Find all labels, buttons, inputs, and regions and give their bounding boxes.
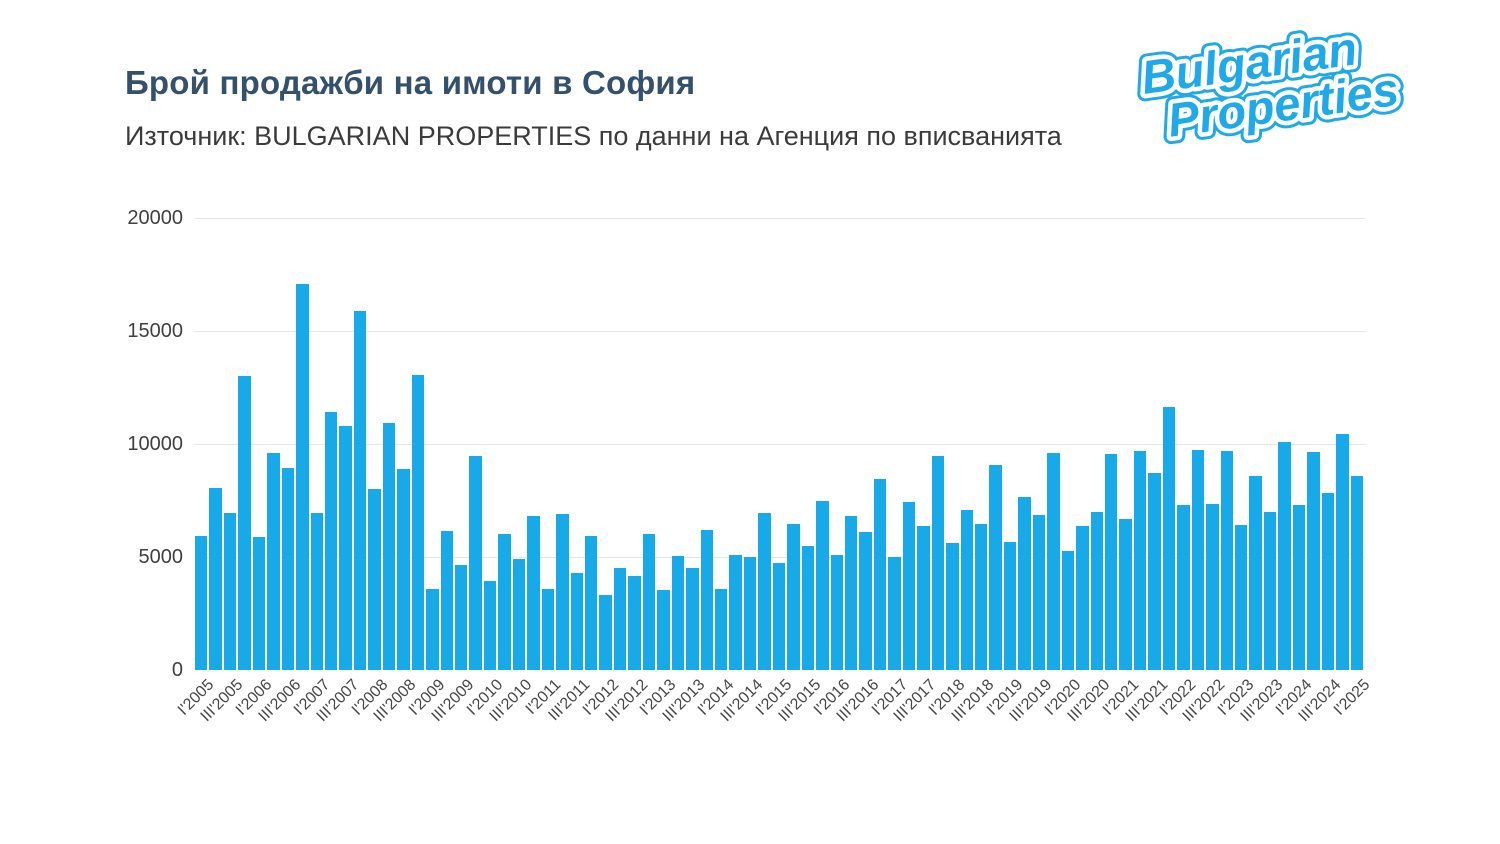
bar [599,595,612,670]
bar [339,425,352,670]
bar [642,534,656,670]
gridline [195,557,1365,558]
bar [498,534,511,670]
bar [1090,511,1103,670]
bar [238,376,251,670]
bar [455,564,468,670]
bar [397,468,410,670]
bar [917,526,930,670]
bar [888,557,901,670]
y-axis-tick-label: 20000 [127,207,183,229]
bar [975,524,988,670]
bar [989,465,1002,670]
bar [1307,451,1320,670]
bar [440,531,453,670]
gridline [195,331,1365,332]
y-axis-tick-label: 0 [171,659,183,681]
bar [310,512,323,670]
bar [223,512,237,670]
bar [902,501,916,670]
bar [1249,475,1262,670]
bar [1105,454,1118,670]
bar [252,536,266,670]
bar [1220,450,1233,670]
bar [758,512,771,670]
bar [426,588,439,670]
bar [1263,511,1277,670]
bar [1336,433,1349,670]
bar [743,557,757,670]
bar [267,453,280,670]
bar [816,500,829,670]
bar [1177,505,1190,670]
bar [1206,503,1219,670]
bar [657,589,670,670]
bar [873,479,887,670]
bar [859,532,872,670]
bar [1162,406,1176,670]
bar [772,562,786,670]
bar [1191,449,1205,670]
bar [1076,526,1089,670]
bar [368,489,381,670]
chart-title: Брой продажби на имоти в София [125,64,696,101]
bar [541,588,555,670]
chart-source-subtitle: Източник: BULGARIAN PROPERTIES по данни … [125,121,1062,151]
bar [325,412,338,670]
bar [787,524,800,670]
y-axis-tick-label: 10000 [127,433,183,455]
bar [671,555,685,670]
bar [1148,473,1161,670]
bar [209,488,222,670]
bar [1278,441,1291,670]
bar [729,554,742,670]
bar [801,545,815,670]
bar [1350,475,1363,670]
bar [1133,450,1147,670]
bar [1292,505,1306,670]
gridline [195,218,1365,219]
bar [960,509,973,670]
bar [527,516,540,670]
bar [1321,492,1335,670]
bar [931,456,945,670]
bar [281,467,295,670]
y-axis-tick-label: 5000 [138,546,184,568]
bar [613,568,627,670]
bar [353,310,367,670]
bar [1235,525,1248,670]
bar [830,554,843,670]
bar [411,375,425,670]
y-axis-tick-label: 15000 [127,320,183,342]
bar [382,422,396,670]
bar [628,576,641,670]
bar [585,535,598,670]
bar [845,516,858,670]
bar [469,456,482,670]
bar [1119,518,1132,670]
bar [1047,453,1060,670]
bar [195,535,208,670]
bar [570,572,583,670]
bar [512,559,526,670]
bar [556,514,569,670]
bar [1061,551,1075,670]
bar [715,588,728,670]
bar [1003,542,1017,670]
bar [296,283,309,670]
bar [1032,515,1046,670]
bar [483,580,497,670]
bar [686,568,699,670]
gridline [195,444,1365,445]
bulgarian-properties-logo: Bulgarian Properties Bulgarian Propertie… [1131,14,1410,154]
bar [946,543,959,670]
bar [700,529,713,670]
bar [1018,497,1031,670]
